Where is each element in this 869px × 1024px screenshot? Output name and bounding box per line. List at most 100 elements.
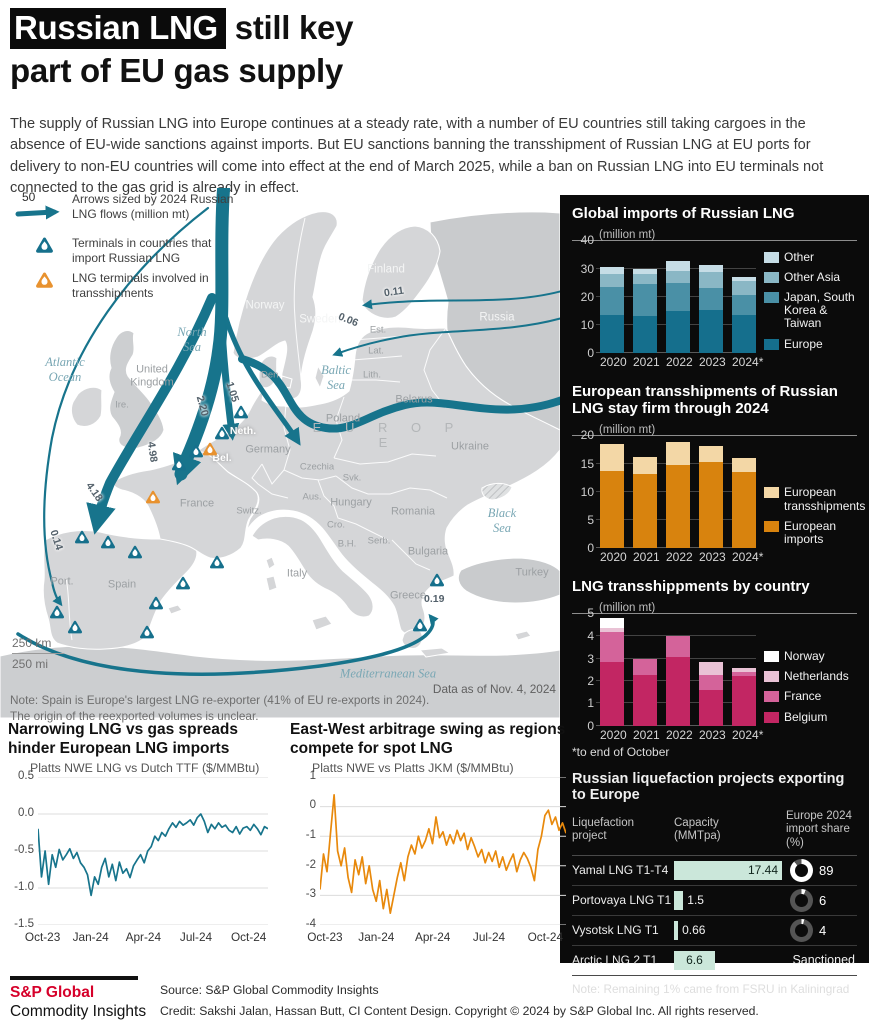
lng-flow-arrows xyxy=(16,188,560,676)
flow-france-4-98 xyxy=(172,188,231,486)
cyprus xyxy=(514,630,532,641)
table-header-row: Liquefaction project Capacity (MMTpa) Eu… xyxy=(572,810,857,856)
crete xyxy=(419,647,451,658)
bar-segment-other xyxy=(600,267,624,275)
share-donut xyxy=(790,858,813,882)
legend-transship-terminal-row: LNG terminals involved in transshipments xyxy=(14,271,274,301)
logo-bar xyxy=(10,976,138,980)
scale-rule xyxy=(12,653,64,654)
chart-axis-head: 5 (million mt) xyxy=(572,598,857,620)
share-value: 4 xyxy=(819,922,827,938)
legend-item: France xyxy=(764,690,857,703)
capacity-bar-wrap: 17.44 xyxy=(674,860,786,880)
turkey-land xyxy=(457,557,560,604)
chart-subtitle: Platts NWE LNG vs Dutch TTF ($/MMBtu) xyxy=(30,760,260,775)
intro-paragraph: The supply of Russian LNG into Europe co… xyxy=(10,115,824,197)
x-tick-label: 2022 xyxy=(666,354,693,369)
map-scale: 250 km 250 mi xyxy=(12,636,64,671)
line-chart-row: 0.5 0.0 -0.5 -1.0 -1.5 xyxy=(8,770,276,930)
bar-2024* xyxy=(732,276,756,353)
x-axis-labels: 2020 2021 2022 2023 2024* xyxy=(596,353,857,369)
map-svg xyxy=(0,188,560,718)
y-tick-label: 4 xyxy=(587,629,594,644)
table-note: Note: Remaining 1% came from FSRU in Kal… xyxy=(572,974,857,996)
import-terminal-icon xyxy=(14,236,72,266)
scale-km: 250 km xyxy=(12,636,52,650)
x-tick-label: Jan-24 xyxy=(358,929,395,944)
gridline xyxy=(596,635,756,637)
legend-label: European imports xyxy=(784,518,837,546)
x-tick-label: 2024* xyxy=(732,354,764,369)
bar-segment-europe xyxy=(600,314,624,353)
legend-label: Japan, South Korea & Taiwan xyxy=(784,289,855,331)
capacity-value: 0.66 xyxy=(682,923,706,938)
y-tick-label: 10 xyxy=(580,317,594,332)
bar-segment-other-asia xyxy=(600,274,624,287)
bar-2021 xyxy=(633,658,657,726)
y-max-tick: 5 xyxy=(587,605,594,620)
bar-segment-europe xyxy=(732,314,756,353)
title-rest: still key xyxy=(225,9,354,46)
bar-2020 xyxy=(600,267,624,353)
legend-import-terminal-row: Terminals in countries that import Russi… xyxy=(14,236,274,266)
x-tick-label: 2020 xyxy=(600,354,627,369)
legend-swatch xyxy=(764,711,779,723)
bar-segment-belgium xyxy=(699,689,723,726)
x-tick-label: Jul-24 xyxy=(179,929,213,944)
chart-legend: European transshipments European imports xyxy=(756,436,865,548)
table-title: Russian liquefaction projects exporting … xyxy=(572,770,845,804)
legend-item: European transshipments xyxy=(764,486,865,512)
legend-item: Europe xyxy=(764,336,857,351)
chart-title: East-West arbitrage swing as regions com… xyxy=(290,721,566,758)
legend-item: Other xyxy=(764,249,857,264)
x-tick-label: Oct-23 xyxy=(24,929,61,944)
y-tick-label: -1.0 xyxy=(14,880,34,893)
chart-title: European transshipments of Russian LNG s… xyxy=(572,382,838,418)
credit-line: Credit: Sakshi Jalan, Hassan Butt, CI Co… xyxy=(160,1004,759,1019)
y-tick-label: 0 xyxy=(587,541,594,556)
bar-segment-european-imports xyxy=(600,470,624,549)
flow-belgium-2-20 xyxy=(217,304,240,441)
y-tick-label: 1 xyxy=(587,696,594,711)
bar-segment-europe xyxy=(633,316,657,353)
col-header-share: Europe 2024 import share (%) xyxy=(786,810,852,849)
legend-item: Norway xyxy=(764,649,857,663)
bar-segment-other-asia xyxy=(666,270,690,284)
capacity-cell: 1.5 xyxy=(674,890,786,910)
x-tick-label: Oct-23 xyxy=(307,929,343,944)
chart-unit: (million mt) xyxy=(599,424,656,437)
x-axis-labels: 2020 2021 2022 2023 2024* xyxy=(596,726,857,742)
stacked-bar-chart: 0 1 2 3 4 Norway Netherlands France Belgium 2020 2… xyxy=(572,612,857,742)
chart-title: Narrowing LNG vs gas spreads hinder Euro… xyxy=(8,721,238,758)
share-cell: 6 xyxy=(786,888,857,912)
line-plot-area xyxy=(37,776,269,930)
bar-segment-other xyxy=(633,268,657,275)
bar-chart-row: 0 1 2 3 4 Norway Netherlands France Belgium xyxy=(572,612,857,733)
sicily xyxy=(311,615,333,631)
bar-2021 xyxy=(633,457,657,549)
italy-land xyxy=(251,515,374,618)
bar-segment-other-asia xyxy=(633,274,657,285)
x-axis-labels: Oct-23 Jan-24 Apr-24 Jul-24 Oct-24 xyxy=(25,929,276,945)
header: Russian LNG still key part of EU gas sup… xyxy=(10,6,570,92)
bar-segment-france xyxy=(666,636,690,658)
flow-portugal-0-14 xyxy=(42,206,210,607)
capacity-cell: 0.66 xyxy=(674,920,786,940)
stacked-bar-chart: 0 5 10 15 European transshipments European im… xyxy=(572,435,865,564)
y-tick-label: -0.5 xyxy=(14,843,34,856)
bar-segment-european-transshipments xyxy=(732,457,756,472)
legend-swatch xyxy=(764,251,779,263)
legend-label: Europe xyxy=(784,336,823,351)
legend-label: Netherlands xyxy=(784,669,849,684)
project-name: Arctic LNG 2 T1 xyxy=(572,953,658,968)
capacity-bar-wrap: 6.6 xyxy=(674,950,786,970)
x-tick-label: Jan-24 xyxy=(72,929,109,944)
bar-segment-netherlands xyxy=(732,667,756,673)
sp-global-logo: S&P Global Commodity Insights xyxy=(10,976,146,1022)
legend-label: Other xyxy=(784,249,815,264)
y-axis-labels: 0 10 20 30 xyxy=(572,241,596,360)
x-tick-label: 2020 xyxy=(600,727,627,742)
bar-segment-belgium xyxy=(666,657,690,726)
bar-segment-japan-south-korea-taiwan xyxy=(633,284,657,317)
